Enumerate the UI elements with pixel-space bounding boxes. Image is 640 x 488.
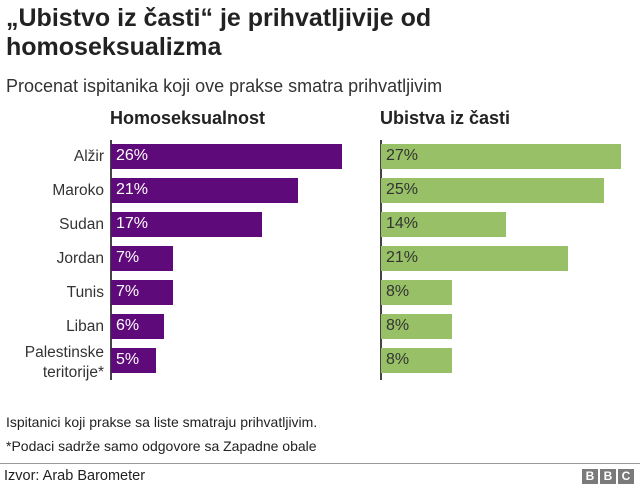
data-label: 8%: [386, 283, 410, 300]
data-label: 8%: [386, 351, 410, 368]
category-label: Tunis: [66, 284, 104, 301]
data-label: 21%: [386, 249, 419, 266]
category-label: teritorije*: [42, 364, 104, 381]
chart-subtitle: Procenat ispitanika koji ove prakse smat…: [6, 76, 443, 96]
bbc-logo-letter: B: [600, 469, 616, 484]
bar-homosexuality: 5%: [111, 348, 156, 373]
data-label: 21%: [116, 181, 149, 198]
data-label: 14%: [386, 215, 419, 232]
category-label: Jordan: [56, 250, 104, 267]
data-label: 7%: [116, 283, 140, 300]
bar-homosexuality: 7%: [111, 246, 174, 271]
data-label: 7%: [116, 249, 140, 266]
data-label: 27%: [386, 147, 419, 164]
data-label: 26%: [116, 147, 149, 164]
divider: [0, 463, 640, 464]
footnote: *Podaci sadrže samo odgovore sa Zapadne …: [6, 438, 317, 454]
source-text: Izvor: Arab Barometer: [4, 468, 146, 484]
chart-title: „Ubistvo iz časti“ je prihvatljivije od …: [6, 4, 432, 61]
category-label: Sudan: [59, 216, 104, 233]
panel-title-honor-killing: Ubistva iz časti: [380, 108, 511, 128]
bar-homosexuality: 6%: [111, 314, 165, 339]
bar-honor-killing: 8%: [381, 280, 453, 305]
data-label: 8%: [386, 317, 410, 334]
bar-honor-killing: 8%: [381, 314, 453, 339]
bar-honor-killing: 14%: [381, 212, 506, 237]
data-label: 25%: [386, 181, 419, 198]
footnote: Ispitanici koji prakse sa liste smatraju…: [6, 414, 318, 430]
panel-title-homosexuality: Homoseksualnost: [110, 108, 266, 128]
category-label: Alžir: [73, 148, 104, 165]
bbc-logo: B B C: [582, 469, 634, 484]
category-label: Palestinske: [24, 344, 104, 361]
data-label: 5%: [116, 351, 140, 368]
bar-honor-killing: 21%: [381, 246, 568, 271]
bar-homosexuality: 21%: [111, 178, 298, 203]
bar-honor-killing: 8%: [381, 348, 453, 373]
category-label: Maroko: [52, 182, 104, 199]
bar-homosexuality: 26%: [111, 144, 343, 169]
data-label: 6%: [116, 317, 140, 334]
bbc-logo-letter: B: [582, 469, 598, 484]
bar-honor-killing: 25%: [381, 178, 604, 203]
bar-homosexuality: 7%: [111, 280, 174, 305]
bbc-logo-letter: C: [618, 469, 634, 484]
category-label: Liban: [66, 318, 104, 335]
bar-homosexuality: 17%: [111, 212, 263, 237]
data-label: 17%: [116, 215, 149, 232]
bar-honor-killing: 27%: [381, 144, 622, 169]
